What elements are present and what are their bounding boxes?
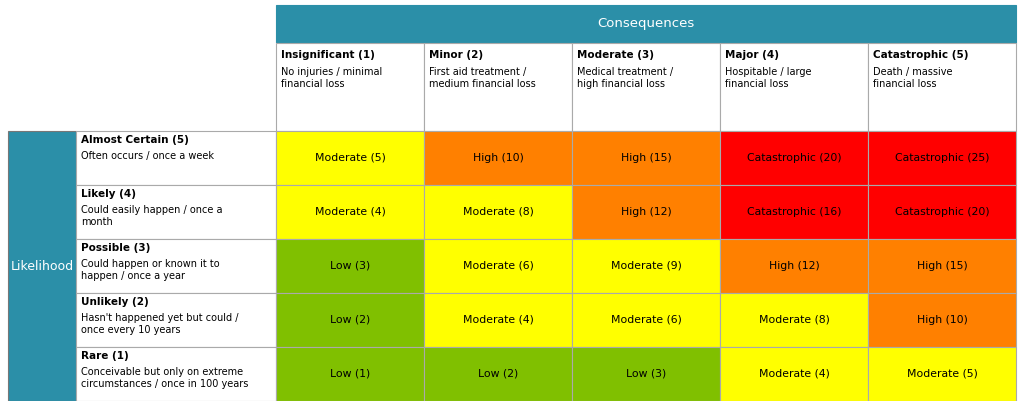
Text: Low (1): Low (1): [330, 369, 370, 379]
Bar: [424, 239, 572, 293]
Bar: [720, 131, 868, 185]
Text: Minor (2): Minor (2): [429, 50, 483, 60]
Bar: [424, 293, 572, 347]
Bar: [76, 293, 276, 347]
Bar: [76, 347, 276, 401]
Bar: [720, 239, 868, 293]
Text: High (10): High (10): [472, 153, 523, 163]
Bar: [720, 185, 868, 239]
Bar: [572, 239, 720, 293]
Text: High (10): High (10): [916, 315, 968, 325]
Bar: [276, 293, 424, 347]
Bar: [424, 347, 572, 401]
Text: Almost Certain (5): Almost Certain (5): [81, 135, 188, 145]
Bar: [76, 185, 276, 239]
Text: Unlikely (2): Unlikely (2): [81, 297, 148, 307]
Bar: [572, 43, 720, 131]
Bar: [276, 43, 424, 131]
Text: Moderate (9): Moderate (9): [610, 261, 681, 271]
Text: Moderate (3): Moderate (3): [577, 50, 654, 60]
Text: High (15): High (15): [916, 261, 968, 271]
Text: Moderate (5): Moderate (5): [906, 369, 978, 379]
Text: Moderate (4): Moderate (4): [314, 207, 385, 217]
Bar: [572, 293, 720, 347]
Text: High (15): High (15): [621, 153, 672, 163]
Bar: [868, 131, 1016, 185]
Bar: [276, 131, 424, 185]
Bar: [572, 131, 720, 185]
Text: Could easily happen / once a
month: Could easily happen / once a month: [81, 205, 222, 227]
Bar: [868, 43, 1016, 131]
Bar: [424, 131, 572, 185]
Text: High (12): High (12): [769, 261, 819, 271]
Text: Moderate (8): Moderate (8): [463, 207, 534, 217]
Bar: [868, 239, 1016, 293]
Text: First aid treatment /
medium financial loss: First aid treatment / medium financial l…: [429, 67, 536, 89]
Text: Catastrophic (20): Catastrophic (20): [746, 153, 842, 163]
Bar: [868, 293, 1016, 347]
Bar: [424, 185, 572, 239]
Bar: [76, 131, 276, 185]
Text: Medical treatment /
high financial loss: Medical treatment / high financial loss: [577, 67, 673, 89]
Bar: [720, 43, 868, 131]
Bar: [276, 347, 424, 401]
Text: Catastrophic (20): Catastrophic (20): [895, 207, 989, 217]
Bar: [8, 43, 276, 131]
Text: Catastrophic (5): Catastrophic (5): [873, 50, 969, 60]
Bar: [868, 347, 1016, 401]
Bar: [720, 347, 868, 401]
Text: Possible (3): Possible (3): [81, 243, 151, 253]
Text: Moderate (6): Moderate (6): [463, 261, 534, 271]
Text: Catastrophic (16): Catastrophic (16): [746, 207, 842, 217]
Bar: [424, 43, 572, 131]
Text: Low (3): Low (3): [626, 369, 667, 379]
Text: Moderate (6): Moderate (6): [610, 315, 681, 325]
Text: Low (2): Low (2): [478, 369, 518, 379]
Text: Moderate (4): Moderate (4): [759, 369, 829, 379]
Bar: [76, 239, 276, 293]
Text: Catastrophic (25): Catastrophic (25): [895, 153, 989, 163]
Text: Likelihood: Likelihood: [10, 259, 74, 273]
Text: Rare (1): Rare (1): [81, 351, 129, 361]
Text: No injuries / minimal
financial loss: No injuries / minimal financial loss: [281, 67, 382, 89]
Text: Moderate (4): Moderate (4): [463, 315, 534, 325]
Text: Conceivable but only on extreme
circumstances / once in 100 years: Conceivable but only on extreme circumst…: [81, 367, 249, 389]
Text: Could happen or known it to
happen / once a year: Could happen or known it to happen / onc…: [81, 259, 219, 282]
Text: Low (2): Low (2): [330, 315, 370, 325]
Bar: [276, 5, 1016, 43]
Text: Insignificant (1): Insignificant (1): [281, 50, 375, 60]
Bar: [276, 239, 424, 293]
Text: Hospitable / large
financial loss: Hospitable / large financial loss: [725, 67, 811, 89]
Bar: [8, 131, 76, 401]
Text: Hasn't happened yet but could /
once every 10 years: Hasn't happened yet but could / once eve…: [81, 313, 239, 335]
Text: Consequences: Consequences: [597, 18, 694, 30]
Text: Major (4): Major (4): [725, 50, 779, 60]
Text: Death / massive
financial loss: Death / massive financial loss: [873, 67, 952, 89]
Bar: [572, 185, 720, 239]
Text: Likely (4): Likely (4): [81, 189, 136, 199]
Bar: [8, 5, 276, 43]
Bar: [720, 293, 868, 347]
Bar: [276, 185, 424, 239]
Bar: [868, 185, 1016, 239]
Text: Moderate (5): Moderate (5): [314, 153, 385, 163]
Text: Low (3): Low (3): [330, 261, 370, 271]
Text: High (12): High (12): [621, 207, 672, 217]
Text: Moderate (8): Moderate (8): [759, 315, 829, 325]
Text: Often occurs / once a week: Often occurs / once a week: [81, 151, 214, 161]
Bar: [572, 347, 720, 401]
